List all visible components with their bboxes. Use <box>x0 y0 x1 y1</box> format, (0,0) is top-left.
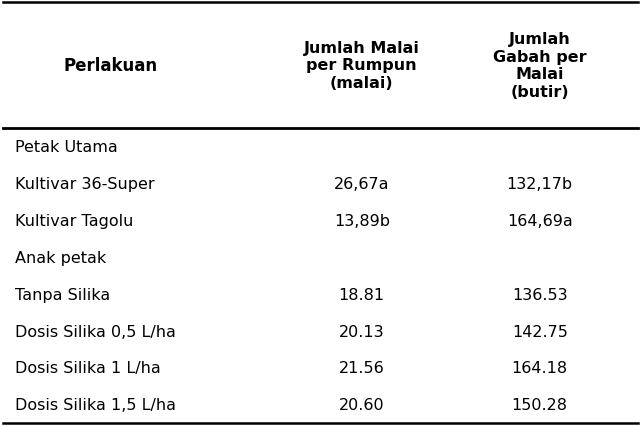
Text: 18.81: 18.81 <box>338 287 385 302</box>
Text: Kultivar 36-Super: Kultivar 36-Super <box>15 177 155 192</box>
Text: Dosis Silika 0,5 L/ha: Dosis Silika 0,5 L/ha <box>15 324 176 339</box>
Text: 142.75: 142.75 <box>512 324 568 339</box>
Text: Perlakuan: Perlakuan <box>63 57 158 75</box>
Text: Tanpa Silika: Tanpa Silika <box>15 287 111 302</box>
Text: 21.56: 21.56 <box>339 360 385 376</box>
Text: Jumlah
Gabah per
Malai
(butir): Jumlah Gabah per Malai (butir) <box>493 32 587 99</box>
Text: Dosis Silika 1 L/ha: Dosis Silika 1 L/ha <box>15 360 162 376</box>
Text: 164,69a: 164,69a <box>507 213 572 228</box>
Text: Jumlah Malai
per Rumpun
(malai): Jumlah Malai per Rumpun (malai) <box>304 41 420 91</box>
Text: 132,17b: 132,17b <box>506 177 573 192</box>
Text: 164.18: 164.18 <box>512 360 568 376</box>
Text: 13,89b: 13,89b <box>334 213 390 228</box>
Text: Petak Utama: Petak Utama <box>15 140 118 155</box>
Text: Kultivar Tagolu: Kultivar Tagolu <box>15 213 134 228</box>
Text: 26,67a: 26,67a <box>334 177 390 192</box>
Text: Dosis Silika 1,5 L/ha: Dosis Silika 1,5 L/ha <box>15 397 176 412</box>
Text: Anak petak: Anak petak <box>15 250 107 265</box>
Text: 20.13: 20.13 <box>339 324 385 339</box>
Text: 150.28: 150.28 <box>512 397 568 412</box>
Text: 20.60: 20.60 <box>339 397 385 412</box>
Text: 136.53: 136.53 <box>512 287 567 302</box>
